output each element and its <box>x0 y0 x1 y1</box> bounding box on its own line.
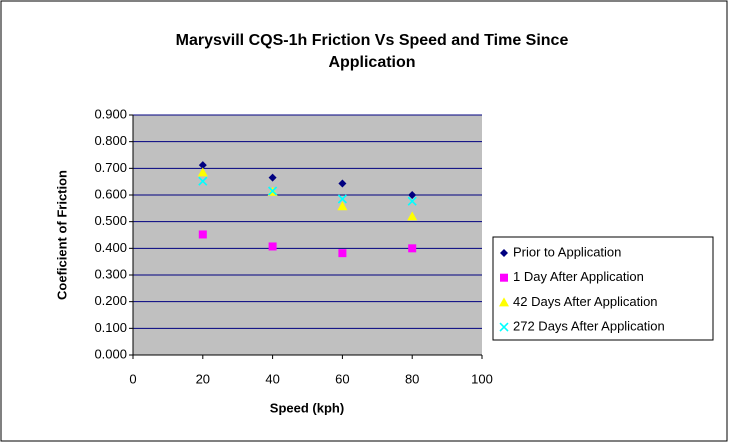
point <box>197 167 208 177</box>
point <box>338 249 347 258</box>
point <box>198 230 207 239</box>
y-tick-label: 0.500 <box>94 213 127 228</box>
point <box>408 244 417 253</box>
legend-marker <box>499 322 509 332</box>
x-tick-label: 80 <box>405 371 419 386</box>
point <box>408 191 417 199</box>
point <box>198 176 208 186</box>
y-tick-label: 0.600 <box>94 186 127 201</box>
y-tick-label: 0.900 <box>94 106 127 121</box>
x-axis-label: Speed (kph) <box>270 400 344 415</box>
chart-title: Application <box>328 54 415 71</box>
chart-title: Marysvill CQS-1h Friction Vs Speed and T… <box>176 32 569 49</box>
legend-label: 272 Days After Application <box>513 319 665 334</box>
point <box>198 161 207 170</box>
legend <box>492 236 714 341</box>
y-axis-label: Coeficient of Friction <box>54 170 69 300</box>
legend-label: 1 Day After Application <box>513 269 644 284</box>
point <box>407 211 418 221</box>
y-tick-label: 0.300 <box>94 266 127 281</box>
legend-marker <box>500 249 508 257</box>
plot-area <box>133 115 482 355</box>
legend-marker <box>499 297 509 307</box>
y-tick-label: 0.700 <box>94 160 127 175</box>
legend-label: Prior to Application <box>513 244 621 259</box>
point <box>407 196 417 206</box>
x-tick-label: 100 <box>471 371 493 386</box>
x-tick-label: 60 <box>335 371 349 386</box>
y-tick-label: 0.800 <box>94 133 127 148</box>
point <box>337 201 348 211</box>
point <box>268 173 277 182</box>
y-tick-label: 0.400 <box>94 240 127 255</box>
y-tick-label: 0.100 <box>94 320 127 335</box>
legend-label: 42 Days After Application <box>513 294 658 309</box>
x-tick-label: 20 <box>196 371 210 386</box>
point <box>268 186 278 196</box>
point <box>268 242 277 251</box>
x-tick-label: 0 <box>129 371 136 386</box>
y-tick-label: 0.200 <box>94 293 127 308</box>
legend-marker <box>500 273 508 282</box>
point <box>338 179 347 188</box>
x-tick-label: 40 <box>265 371 279 386</box>
y-tick-label: 0.000 <box>94 346 127 361</box>
point <box>337 194 347 204</box>
